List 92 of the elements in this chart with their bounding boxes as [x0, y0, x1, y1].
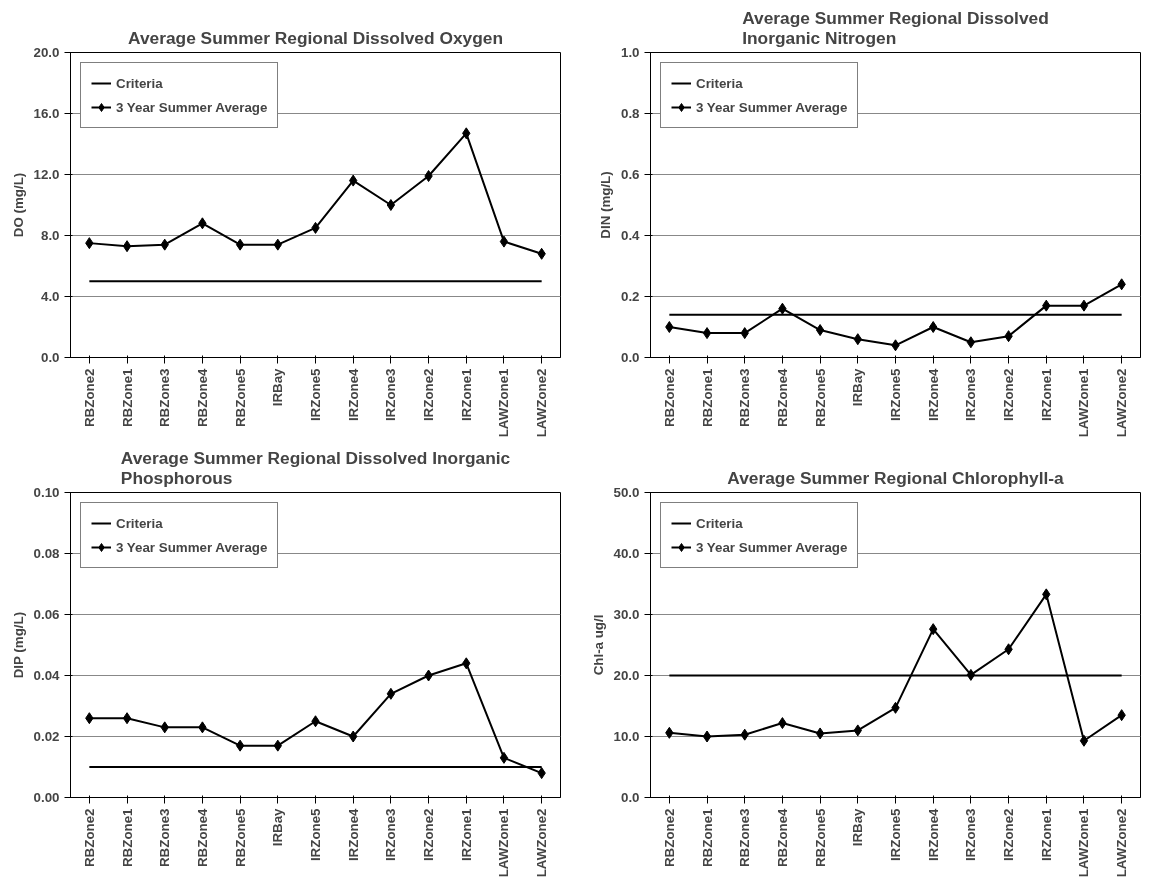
- x-tick-label: IRZone4: [925, 367, 941, 422]
- y-tick-label: 0.04: [33, 668, 61, 683]
- y-tick-label: 20.0: [613, 668, 640, 683]
- x-tick-label: LAWZone1: [1076, 807, 1092, 878]
- x-tick-label: RBZone2: [81, 808, 97, 867]
- x-tick-label: IRBay: [850, 367, 866, 407]
- chart-title: Average Summer Regional Dissolved Inorganic Nitrogen: [742, 7, 1049, 48]
- y-tick-label: 30.0: [613, 607, 640, 622]
- y-axis-title: DIN (mg/L): [597, 171, 613, 239]
- x-tick-label: LAWZone2: [534, 808, 550, 878]
- legend-label: 3 Year Summer Average: [696, 539, 848, 555]
- x-tick-label: RBZone4: [194, 807, 210, 867]
- x-tick-label: IRZone3: [963, 808, 979, 862]
- x-tick-label: IRZone5: [888, 367, 903, 422]
- legend-label: 3 Year Summer Average: [696, 99, 848, 115]
- y-tick-label: 16.0: [33, 106, 60, 121]
- x-tick-label: IRBay: [850, 807, 866, 847]
- legend-label: 3 Year Summer Average: [116, 539, 268, 555]
- x-tick-label: RBZone2: [81, 368, 97, 427]
- legend-label: Criteria: [696, 515, 743, 531]
- x-tick-label: LAWZone2: [1114, 808, 1130, 878]
- y-axis-title: DO (mg/L): [10, 172, 26, 238]
- x-tick-label: RBZone3: [737, 808, 753, 867]
- x-tick-label: RBZone1: [119, 367, 135, 427]
- y-tick-label: 0.8: [620, 106, 640, 121]
- y-tick-label: 40.0: [613, 546, 640, 561]
- x-tick-label: LAWZone1: [1076, 367, 1092, 438]
- x-tick-label: RBZone4: [194, 367, 210, 427]
- y-tick-label: 12.0: [33, 167, 60, 182]
- x-tick-label: IRBay: [270, 807, 286, 847]
- x-tick-label: RBZone3: [737, 368, 753, 427]
- x-tick-label: RBZone5: [232, 807, 248, 867]
- y-axis-title: Chl-a ug/l: [590, 614, 606, 676]
- x-tick-label: IRZone4: [925, 807, 941, 862]
- y-axis-title: DIP (mg/L): [10, 611, 26, 679]
- y-tick-label: 0.4: [620, 228, 641, 243]
- x-tick-label: IRZone2: [1001, 368, 1017, 422]
- legend-label: Criteria: [116, 75, 163, 91]
- x-tick-label: RBZone2: [661, 368, 677, 427]
- y-tick-label: 50.0: [613, 485, 640, 500]
- y-tick-label: 0.06: [33, 607, 60, 622]
- x-tick-label: LAWZone1: [496, 367, 512, 438]
- y-tick-label: 1.0: [620, 45, 640, 60]
- x-tick-label: IRZone3: [383, 808, 399, 862]
- x-tick-label: IRZone2: [421, 368, 437, 422]
- x-tick-label: RBZone1: [699, 367, 715, 427]
- y-tick-label: 0.10: [33, 485, 60, 500]
- x-tick-label: IRZone3: [383, 368, 399, 422]
- y-tick-label: 0.0: [620, 790, 640, 805]
- x-tick-label: RBZone1: [119, 807, 135, 867]
- x-tick-label: IRZone1: [458, 807, 474, 862]
- y-tick-label: 0.6: [620, 167, 640, 182]
- x-tick-label: RBZone5: [812, 367, 828, 427]
- chart-title: Average Summer Regional Chlorophyll-a: [727, 467, 1065, 488]
- x-tick-label: RBZone3: [157, 808, 173, 867]
- y-tick-label: 0.08: [33, 546, 60, 561]
- x-tick-label: IRZone5: [308, 367, 323, 422]
- x-tick-label: IRZone5: [308, 807, 323, 862]
- y-tick-label: 4.0: [40, 289, 60, 304]
- x-tick-label: RBZone3: [157, 368, 173, 427]
- x-tick-label: IRZone2: [1001, 808, 1017, 862]
- x-tick-label: RBZone5: [232, 367, 248, 427]
- chart-title: Average Summer Regional Dissolved Inorganic Phosphorous: [120, 447, 511, 488]
- x-tick-label: RBZone4: [774, 367, 790, 427]
- x-tick-label: LAWZone2: [1114, 368, 1130, 438]
- x-tick-label: RBZone4: [774, 807, 790, 867]
- x-tick-label: IRZone1: [1038, 367, 1054, 422]
- y-tick-label: 0.2: [620, 289, 640, 304]
- y-tick-label: 0.02: [33, 729, 60, 744]
- y-tick-label: 0.00: [33, 790, 60, 805]
- y-tick-label: 20.0: [33, 45, 60, 60]
- x-tick-label: IRZone5: [888, 807, 903, 862]
- x-tick-label: RBZone2: [661, 808, 677, 867]
- y-tick-label: 8.0: [40, 228, 60, 243]
- x-tick-label: LAWZone1: [496, 807, 512, 878]
- chart-title: Average Summer Regional Dissolved Oxygen: [128, 27, 503, 48]
- x-tick-label: IRZone1: [458, 367, 474, 422]
- x-tick-label: RBZone1: [699, 807, 715, 867]
- x-tick-label: LAWZone2: [534, 368, 550, 438]
- x-tick-label: IRZone1: [1038, 807, 1054, 862]
- x-tick-label: IRBay: [270, 367, 286, 407]
- x-tick-label: IRZone4: [345, 367, 361, 422]
- legend-label: Criteria: [696, 75, 743, 91]
- legend-label: 3 Year Summer Average: [116, 99, 268, 115]
- x-tick-label: IRZone2: [421, 808, 437, 862]
- x-tick-label: IRZone4: [345, 807, 361, 862]
- y-tick-label: 10.0: [613, 729, 640, 744]
- y-tick-label: 0.0: [620, 350, 640, 365]
- y-tick-label: 0.0: [40, 350, 60, 365]
- x-tick-label: IRZone3: [963, 368, 979, 422]
- legend-label: Criteria: [116, 515, 163, 531]
- x-tick-label: RBZone5: [812, 807, 828, 867]
